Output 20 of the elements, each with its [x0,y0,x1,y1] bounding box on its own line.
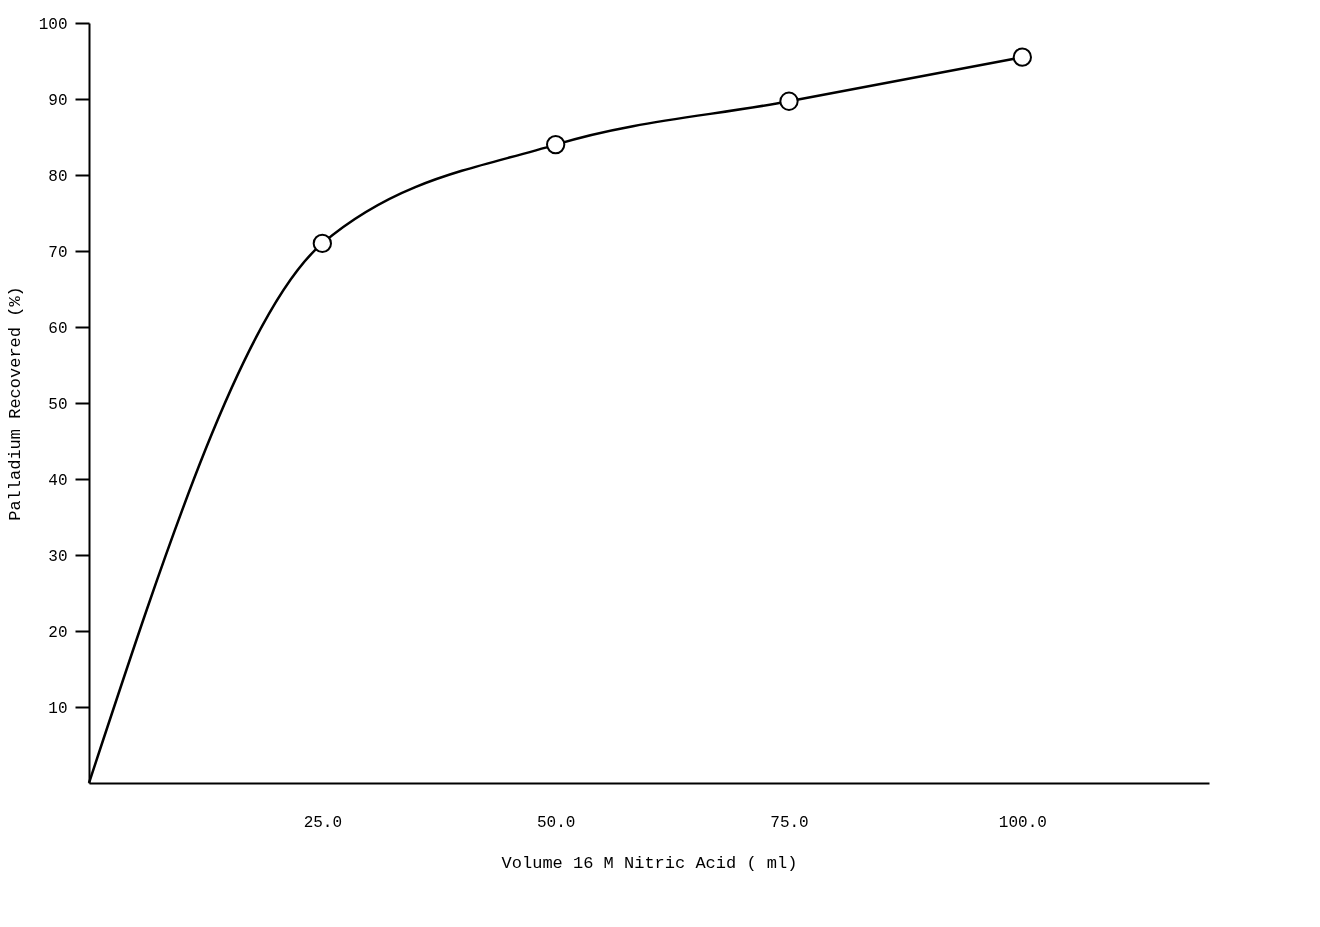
y-tick-label: 20 [48,623,68,642]
y-tick-label: 60 [48,319,68,338]
x-tick-label: 100.0 [998,813,1047,832]
y-tick-label: 30 [48,547,68,566]
x-tick-label: 50.0 [536,813,576,832]
x-tick-label: 75.0 [770,813,809,832]
point [312,233,332,254]
y-axis-title: Palladium Recovered (%) [5,286,25,521]
y-tick-label: 10 [48,699,68,718]
y-tick-label: 80 [48,167,68,186]
point [1012,47,1032,67]
x-tick-label: 25.0 [303,813,343,832]
point [546,134,566,155]
y-tick-label: 100 [38,15,68,34]
y-tick-label: 50 [48,395,68,414]
y-tick-label: 90 [48,91,68,110]
point [779,91,799,111]
x-axis-title: Volume 16 M Nitric Acid ( ml) [501,853,798,873]
y-tick-label: 70 [48,243,68,262]
y-tick-label: 40 [48,471,68,490]
